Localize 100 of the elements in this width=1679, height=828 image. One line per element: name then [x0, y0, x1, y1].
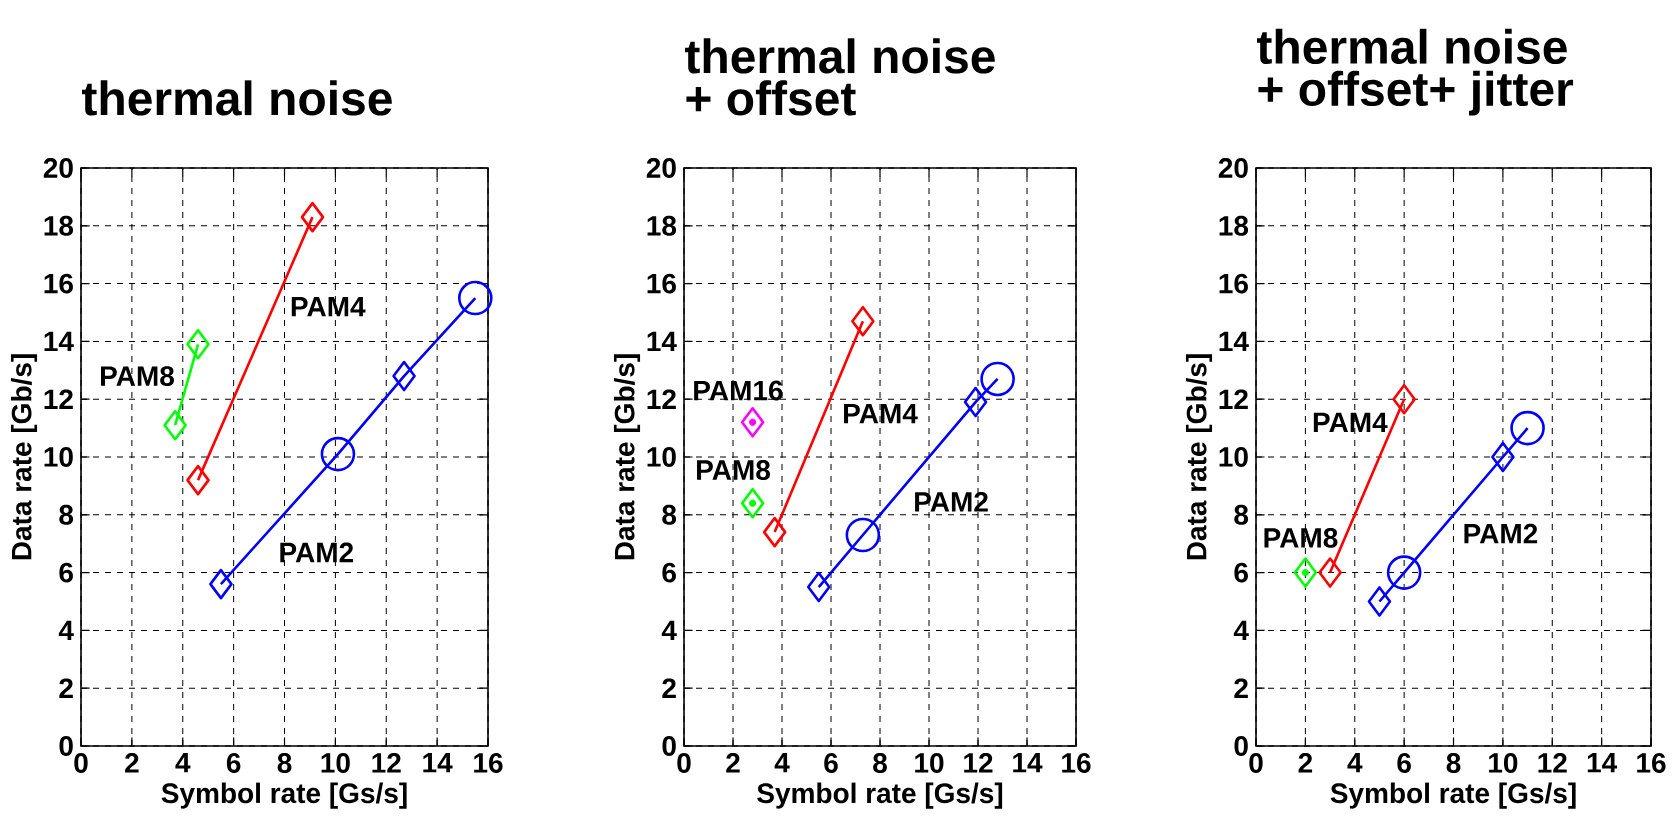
point: [186, 328, 210, 360]
point: [300, 201, 325, 233]
y-tick-label: 2: [1234, 678, 1248, 698]
x-tick-label: 12: [372, 753, 401, 773]
point: [963, 386, 988, 418]
y-tick-label: 2: [662, 678, 676, 698]
y-tick-label: 10: [44, 447, 73, 467]
x-axis-title: Symbol rate [Gs/s]: [161, 782, 407, 809]
x-axis-title: Symbol rate [Gs/s]: [1330, 782, 1576, 809]
point: [1293, 557, 1318, 588]
point: [1491, 441, 1515, 473]
annotation: PAM8: [1264, 527, 1338, 548]
y-tick-label: 18: [44, 215, 74, 236]
x-tick-label: 4: [1347, 753, 1363, 773]
annotation: PAM4: [844, 404, 918, 424]
point: [392, 360, 416, 392]
x-tick-label: 10: [321, 753, 350, 773]
x-tick-label: 10: [915, 753, 944, 773]
annotation: PAM8: [697, 460, 771, 480]
point: [740, 407, 765, 438]
y-tick-label: 20: [1218, 158, 1248, 178]
y-axis-title: Data rate [Gb/s]: [10, 354, 38, 560]
x-tick-label: 8: [1446, 753, 1461, 773]
x-tick-label: 16: [1062, 753, 1091, 773]
point: [320, 436, 356, 472]
y-tick-label: 14: [1219, 331, 1249, 352]
x-tick-label: 14: [1013, 753, 1043, 773]
point: [740, 487, 765, 519]
annotation: PAM16: [694, 380, 783, 401]
y-tick-label: 12: [44, 389, 73, 409]
y-tick-label: 18: [647, 215, 677, 236]
x-tick-label: 8: [277, 753, 292, 773]
chart-subtitle: + offset+ jitter: [1258, 70, 1574, 116]
x-tick-label: 0: [74, 753, 88, 773]
y-tick-label: 2: [59, 678, 73, 698]
point: [186, 464, 210, 496]
y-tick-label: 14: [647, 331, 677, 352]
y-axis-title: Data rate [Gb/s]: [613, 354, 641, 560]
x-tick-label: 4: [175, 753, 191, 773]
point: [762, 516, 787, 548]
x-axis-title: Symbol rate [Gs/s]: [757, 782, 1003, 809]
point: [1510, 410, 1545, 446]
point: [457, 280, 493, 316]
y-tick-label: 16: [44, 273, 73, 294]
y-tick-label: 8: [59, 504, 74, 525]
y-tick-label: 0: [59, 736, 73, 756]
x-tick-label: 2: [125, 753, 139, 773]
point: [1318, 557, 1342, 588]
point: [163, 409, 187, 441]
point: [980, 361, 1015, 397]
y-tick-label: 16: [647, 273, 676, 294]
x-tick-label: 0: [677, 753, 691, 773]
y-tick-label: 0: [1234, 736, 1248, 756]
x-tick-label: 14: [1587, 753, 1618, 773]
chart-title: thermal noise: [82, 80, 392, 116]
y-tick-label: 10: [1219, 447, 1248, 467]
x-tick-label: 0: [1249, 753, 1263, 773]
x-tick-label: 10: [1489, 753, 1518, 773]
annotation: PAM2: [915, 491, 988, 512]
point: [845, 517, 881, 553]
y-tick-label: 18: [1219, 215, 1249, 236]
x-tick-label: 12: [1538, 753, 1567, 773]
y-tick-label: 8: [662, 504, 677, 525]
point: [1386, 555, 1422, 590]
y-tick-label: 4: [58, 620, 74, 641]
x-tick-label: 16: [474, 753, 503, 773]
point: [209, 568, 233, 600]
x-tick-label: 8: [873, 753, 887, 773]
x-tick-label: 2: [1298, 753, 1313, 773]
x-tick-label: 6: [824, 753, 838, 773]
y-tick-label: 8: [1234, 504, 1249, 525]
x-tick-label: 14: [423, 753, 453, 773]
y-tick-label: 0: [662, 736, 676, 756]
chart-subtitle: + offset: [686, 80, 856, 116]
x-tick-label: 6: [1397, 753, 1411, 773]
annotation: PAM2: [1464, 523, 1538, 544]
annotation: PAM2: [280, 542, 354, 563]
point: [806, 571, 831, 603]
y-tick-label: 16: [1219, 273, 1248, 294]
annotation: PAM4: [1313, 412, 1388, 432]
y-tick-label: 6: [59, 562, 73, 583]
chart-title: thermal noise: [1257, 28, 1567, 65]
x-tick-label: 6: [226, 753, 241, 773]
x-tick-label: 4: [774, 753, 790, 773]
y-tick-label: 6: [662, 562, 676, 583]
x-tick-label: 12: [964, 753, 993, 773]
annotation: PAM4: [291, 297, 366, 317]
y-tick-label: 4: [1233, 620, 1249, 641]
annotation: PAM8: [101, 366, 174, 386]
y-tick-label: 10: [647, 447, 676, 467]
y-tick-label: 12: [647, 389, 676, 409]
y-tick-label: 20: [646, 158, 676, 178]
y-axis-title: Data rate [Gb/s]: [1185, 354, 1213, 560]
x-tick-label: 16: [1637, 753, 1666, 773]
y-tick-label: 4: [661, 620, 677, 641]
point: [1367, 586, 1392, 617]
y-tick-label: 14: [44, 331, 74, 352]
chart-title: thermal noise: [685, 38, 995, 74]
y-tick-label: 6: [1234, 562, 1248, 583]
point: [851, 305, 875, 337]
